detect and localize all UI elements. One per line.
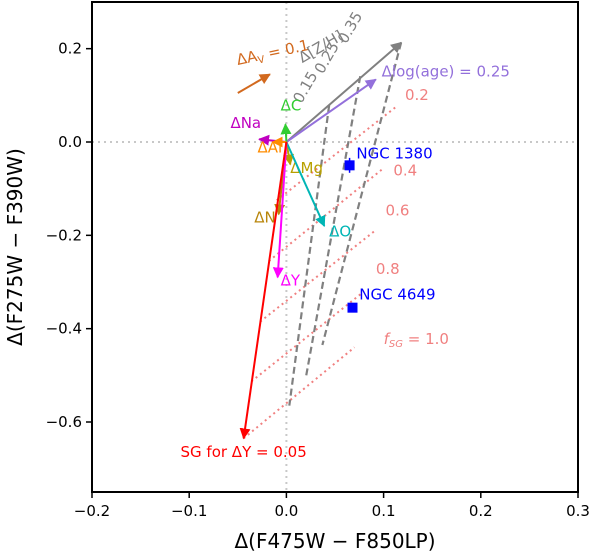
fsg-label: fSG = 1.0	[384, 330, 449, 350]
zh-dashed-line	[304, 76, 362, 378]
y-tick-label: −0.6	[46, 413, 82, 431]
vector-y	[272, 141, 288, 279]
x-tick-label: −0.2	[74, 502, 110, 520]
cluster-label: NGC 1380	[356, 144, 432, 162]
vector-label-c: ΔC	[281, 96, 302, 114]
x-tick-label: 0.1	[372, 502, 396, 520]
x-axis: −0.2 −0.1 0.0 0.1 0.2 0.3	[74, 492, 590, 520]
plot-area	[92, 2, 578, 492]
y-axis: 0.2 0.0 −0.2 −0.4 −0.6	[46, 40, 92, 431]
x-axis-title: Δ(F475W − F850LP)	[234, 529, 435, 553]
fsg-line	[242, 346, 356, 440]
vector-label-mg: ΔMg	[290, 159, 323, 177]
y-tick-label: −0.4	[46, 320, 82, 338]
vector-label-sg: SG for ΔY = 0.05	[181, 443, 307, 461]
fsg-label: 0.4	[393, 162, 417, 180]
fsg-prefix-tail: =	[403, 330, 425, 348]
fsg-prefix: f	[384, 330, 392, 348]
fsg-line	[250, 290, 365, 383]
vector-sg	[239, 141, 288, 440]
x-tick-label: 0.3	[566, 502, 590, 520]
fsg-value: 1.0	[425, 330, 449, 348]
vector-label-age: Δlog(age) = 0.25	[382, 63, 510, 81]
vector-label-o: ΔO	[329, 222, 351, 240]
vector-label-sub: V	[257, 54, 266, 66]
clusters: NGC 1380 NGC 4649	[344, 144, 436, 313]
y-tick-label: 0.0	[58, 133, 82, 151]
fsg-label: 0.8	[376, 260, 400, 278]
fsg-line	[259, 230, 375, 323]
y-tick-label: −0.2	[46, 226, 82, 244]
zh-dashed-line	[321, 42, 403, 346]
fsg-label: 0.2	[405, 86, 429, 104]
vector-c	[280, 123, 292, 143]
vector-age	[285, 78, 377, 143]
cluster-label: NGC 4649	[359, 286, 435, 304]
x-tick-label: 0.0	[274, 502, 298, 520]
x-tick-label: −0.1	[171, 502, 207, 520]
y-tick-label: 0.2	[58, 40, 82, 58]
vector-zh	[285, 41, 402, 143]
vector-label-al: ΔAl	[258, 138, 283, 156]
cluster-point	[347, 302, 358, 313]
vector-av	[237, 73, 271, 94]
zh-dashed-line	[288, 104, 331, 406]
fsg-label: 0.6	[386, 202, 410, 220]
vector-label-n: ΔN	[254, 208, 275, 226]
cluster-point	[344, 160, 355, 171]
y-axis-title: Δ(F275W − F390W)	[3, 148, 27, 346]
zero-lines	[92, 2, 578, 492]
vector-label-y: ΔY	[281, 272, 301, 290]
fsg-prefix-sub: SG	[389, 339, 403, 350]
vector-label-main: ΔA	[235, 47, 260, 69]
vector-o	[285, 141, 326, 228]
vector-label-na: ΔNa	[230, 114, 261, 132]
plot-frame	[91, 1, 579, 493]
x-tick-label: 0.2	[469, 502, 493, 520]
